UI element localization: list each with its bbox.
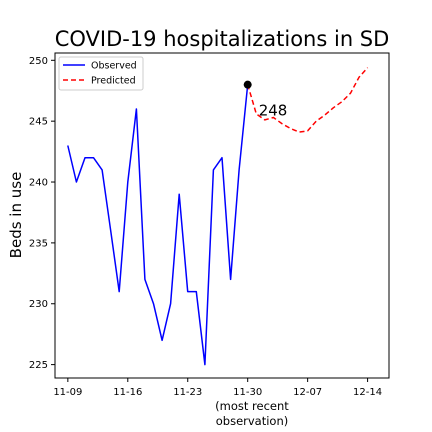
last-value-annotation: 248 xyxy=(259,102,288,120)
series-layer xyxy=(67,67,369,366)
x-tick-label: 11-23 xyxy=(173,387,202,398)
legend: Observed Predicted xyxy=(58,56,144,91)
plot-area xyxy=(54,52,390,379)
y-tick-label: 250 xyxy=(29,56,48,67)
last-observation-marker xyxy=(243,80,252,89)
x-axis-label-line-2: observation) xyxy=(216,414,289,428)
series-line-observed xyxy=(67,84,249,366)
x-tick-label: 12-14 xyxy=(353,387,382,398)
y-tick-label: 245 xyxy=(29,117,48,128)
legend-label-observed: Observed xyxy=(91,61,137,72)
x-tick-label: 12-07 xyxy=(293,387,322,398)
x-axis-label-line-1: (most recent xyxy=(215,399,289,413)
y-axis-label: Beds in use xyxy=(7,172,25,259)
legend-label-predicted: Predicted xyxy=(91,76,136,87)
chart-title: COVID-19 hospitalizations in SD xyxy=(55,27,390,51)
y-tick-label: 240 xyxy=(29,178,48,189)
y-tick-label: 225 xyxy=(29,360,48,371)
series-line-predicted xyxy=(246,67,369,133)
x-tick-label: 11-09 xyxy=(53,387,82,398)
y-axis: 225 230 235 240 245 250 xyxy=(29,56,55,371)
y-tick-label: 230 xyxy=(29,299,48,310)
x-tick-label: 11-16 xyxy=(113,387,142,398)
x-tick-label: 11-30 xyxy=(233,387,262,398)
x-axis: 11-09 11-16 11-23 11-30 12-07 12-14 xyxy=(53,378,382,398)
y-tick-label: 235 xyxy=(29,238,48,249)
